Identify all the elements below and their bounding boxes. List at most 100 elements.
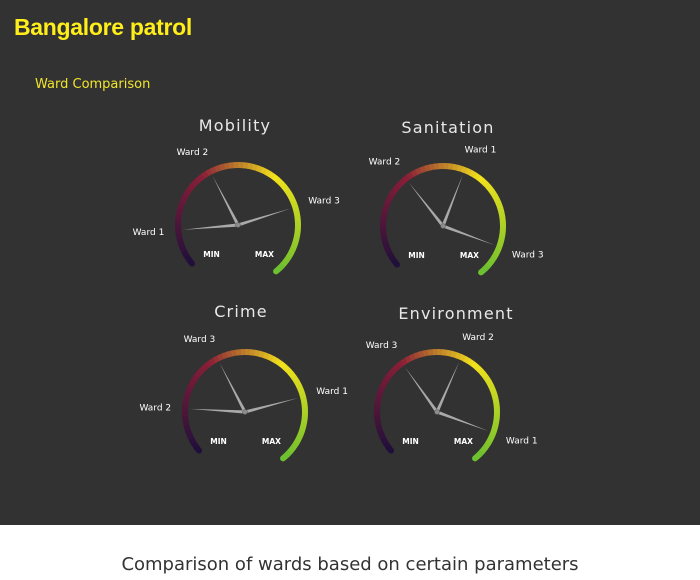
- gauge-arc-segment: [242, 162, 250, 169]
- gauge-mobility: MIN MAX Ward 1 Ward 2 Ward 3: [133, 148, 340, 275]
- gauge-arc-segment: [212, 355, 221, 364]
- gauge-arc-segment: [197, 173, 206, 182]
- gauge-arc-segment: [204, 360, 213, 369]
- gauge-arc-segment: [294, 229, 301, 237]
- gauge-arc-segment: [488, 256, 497, 265]
- gauge-arc-segment: [187, 183, 196, 192]
- gauge-arc-segment: [380, 229, 387, 236]
- gauge-arc-segment: [293, 234, 301, 241]
- needle-hub: [434, 409, 440, 415]
- gauge-arc-segment: [374, 400, 381, 408]
- gauge-arc-segment: [188, 436, 197, 445]
- gauge-arc-segment: [400, 357, 409, 366]
- gauge-arc-segment: [293, 210, 301, 218]
- gauge-arc-segment: [267, 354, 275, 362]
- gauge-arc-segment: [193, 176, 202, 185]
- ward-label: Ward 2: [177, 148, 209, 158]
- gauge-arc-segment: [286, 251, 294, 259]
- gauge-arc-segment: [470, 361, 479, 370]
- gauge-arc-segment: [182, 415, 189, 422]
- gauge-arc-segment: [496, 239, 505, 247]
- gauge-arc-segment: [295, 383, 304, 392]
- gauge-arc-segment: [482, 442, 491, 451]
- gauge-arc-segment: [375, 424, 383, 431]
- gauge-arc-segment: [395, 180, 404, 189]
- gauge-arc-segment: [293, 438, 301, 446]
- gauge-arc-segment: [495, 202, 504, 210]
- gauge-arc-segment: [384, 246, 393, 255]
- needle-ward-2: [435, 361, 460, 413]
- min-label: MIN: [408, 251, 425, 260]
- gauge-arc-segment: [389, 366, 398, 375]
- gauge-arc-segment: [446, 349, 453, 357]
- gauge-arc-segment: [189, 378, 197, 386]
- gauge-arc-segment: [489, 388, 498, 396]
- ward-label: Ward 3: [366, 341, 398, 351]
- gauge-arc-segment: [483, 375, 492, 384]
- gauge-arc-segment: [182, 419, 190, 427]
- gauge-arc-segment: [489, 430, 497, 438]
- needle-hub: [440, 223, 446, 229]
- gauge-arc-segment: [386, 250, 395, 259]
- needle-hub: [242, 409, 248, 415]
- gauge-arc-segment: [456, 164, 464, 173]
- needle-ward-3: [237, 208, 291, 227]
- gauge-arc-segment: [499, 230, 506, 238]
- gauge-arc-segment: [480, 178, 489, 187]
- gauge-arc-segment: [275, 358, 284, 367]
- gauge-arc-segment: [299, 393, 307, 400]
- needle-hub: [235, 222, 241, 228]
- gauge-arc-segment: [286, 192, 295, 201]
- gauge-arc-segment: [383, 200, 391, 208]
- gauge-arc-segment: [181, 249, 190, 258]
- gauge-arc-segment: [182, 400, 189, 408]
- gauge-arc-segment: [280, 451, 291, 462]
- gauge-arc-segment: [386, 370, 395, 379]
- gauge-arc-segment: [396, 360, 405, 369]
- gauge-arc-segment: [223, 162, 231, 170]
- gauge-arc-segment: [176, 237, 184, 244]
- gauge-arc-segment: [487, 383, 496, 392]
- gauge-arc-segment: [402, 174, 411, 183]
- gauge-arc-segment: [271, 356, 279, 364]
- gauge-arc-segment: [192, 443, 203, 454]
- gauge-arc-segment: [190, 440, 199, 449]
- gauge-arc-segment: [235, 349, 242, 356]
- gauge-arc-segment: [175, 213, 182, 221]
- gauge-arc-segment: [480, 371, 489, 380]
- gauge-arc-segment: [175, 232, 183, 240]
- gauge-arc-segment: [219, 163, 226, 171]
- gauge-arc-segment: [413, 351, 421, 360]
- ward-label: Ward 3: [512, 250, 544, 260]
- min-label: MIN: [203, 250, 220, 259]
- gauge-arc-segment: [290, 243, 298, 251]
- gauge-arc-segment: [228, 162, 235, 169]
- ward-label: Ward 2: [139, 403, 171, 413]
- gauge-arc-segment: [382, 242, 391, 250]
- gauge-arc-segment: [275, 177, 284, 186]
- gauge-arc-segment: [381, 205, 390, 213]
- ward-label: Ward 2: [369, 158, 401, 168]
- gauge-arc-segment: [254, 349, 261, 357]
- gauge-arc-segment: [383, 373, 392, 382]
- gauge-arc-segment: [297, 388, 306, 396]
- app-title: Bangalore patrol: [14, 14, 192, 40]
- gauge-arc-segment: [183, 424, 191, 431]
- gauge-arc-segment: [377, 386, 385, 394]
- gauge-arc-segment: [422, 349, 430, 357]
- gauge-arc-segment: [375, 391, 384, 399]
- gauge-arc-segment: [278, 361, 287, 370]
- gauge-arc-segment: [285, 367, 294, 376]
- gauge-arc-segment: [427, 349, 434, 356]
- gauge-arc-segment: [197, 366, 206, 375]
- gauge-arc-segment: [208, 357, 217, 366]
- gauge-arc-segment: [450, 350, 458, 359]
- dashboard-panel: Bangalore patrol Ward Comparison Mobilit…: [0, 0, 700, 525]
- gauge-arc-segment: [493, 416, 500, 424]
- gauge-arc-segment: [180, 195, 188, 203]
- gauge-arc-segment: [205, 168, 214, 177]
- section-subtitle: Ward Comparison: [35, 77, 151, 92]
- gauge-arc-segment: [390, 257, 401, 268]
- gauge-arc-segment: [271, 174, 280, 183]
- gauge-arc-segment: [301, 402, 308, 409]
